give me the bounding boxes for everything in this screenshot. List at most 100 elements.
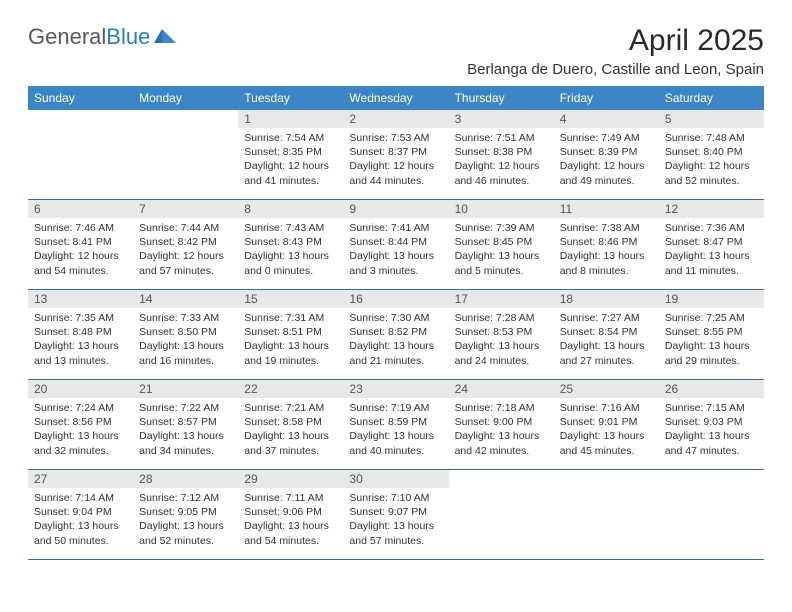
day-number: 1 [238,110,343,128]
day-detail-line: Daylight: 12 hours [34,249,127,263]
day-content-row: Sunrise: 7:46 AMSunset: 8:41 PMDaylight:… [28,218,764,290]
day-detail-line: and 42 minutes. [455,444,548,458]
day-detail-line: Sunset: 8:50 PM [139,325,232,339]
day-number: 13 [28,290,133,309]
day-detail-line: Sunrise: 7:15 AM [665,401,758,415]
day-detail-line: Daylight: 13 hours [665,339,758,353]
day-detail-line: Sunrise: 7:53 AM [349,131,442,145]
logo: GeneralBlue [28,24,180,50]
day-detail-line: and 47 minutes. [665,444,758,458]
day-detail-line: and 13 minutes. [34,354,127,368]
day-number [133,110,238,128]
day-detail-line: Daylight: 13 hours [560,429,653,443]
day-number: 28 [133,470,238,489]
day-detail-line: Sunrise: 7:19 AM [349,401,442,415]
day-detail-line: and 0 minutes. [244,264,337,278]
day-detail-line: and 27 minutes. [560,354,653,368]
day-cell: Sunrise: 7:10 AMSunset: 9:07 PMDaylight:… [343,488,448,560]
day-detail-line: Sunrise: 7:44 AM [139,221,232,235]
day-detail-line: Sunrise: 7:24 AM [34,401,127,415]
day-detail-line: Sunrise: 7:38 AM [560,221,653,235]
day-detail-line: Sunset: 8:40 PM [665,145,758,159]
day-detail-line: Daylight: 13 hours [349,339,442,353]
day-detail-line: Sunrise: 7:43 AM [244,221,337,235]
day-detail-line: Daylight: 12 hours [244,159,337,173]
weekday-header: Saturday [659,86,764,110]
day-number [659,470,764,489]
day-detail-line: Daylight: 12 hours [560,159,653,173]
day-cell: Sunrise: 7:24 AMSunset: 8:56 PMDaylight:… [28,398,133,470]
day-detail-line: Sunrise: 7:46 AM [34,221,127,235]
day-detail-line: Sunset: 8:37 PM [349,145,442,159]
day-detail-line: Sunrise: 7:33 AM [139,311,232,325]
day-detail-line: Sunset: 9:00 PM [455,415,548,429]
day-number: 5 [659,110,764,128]
day-detail-line: Daylight: 13 hours [244,249,337,263]
day-detail-line: and 8 minutes. [560,264,653,278]
day-detail-line: Sunset: 8:45 PM [455,235,548,249]
day-detail-line: Daylight: 13 hours [349,429,442,443]
day-detail-line: Sunset: 8:55 PM [665,325,758,339]
logo-part2: Blue [106,24,150,49]
day-number-row: 6789101112 [28,200,764,219]
day-number: 26 [659,380,764,399]
day-cell: Sunrise: 7:31 AMSunset: 8:51 PMDaylight:… [238,308,343,380]
day-number-row: 27282930 [28,470,764,489]
day-detail-line: Daylight: 13 hours [139,429,232,443]
day-cell [133,128,238,200]
day-detail-line: and 29 minutes. [665,354,758,368]
day-detail-line: Sunrise: 7:39 AM [455,221,548,235]
day-detail-line: and 11 minutes. [665,264,758,278]
day-detail-line: Sunset: 8:46 PM [560,235,653,249]
day-detail-line: Daylight: 12 hours [139,249,232,263]
day-number: 18 [554,290,659,309]
day-number-row: 20212223242526 [28,380,764,399]
day-detail-line: and 32 minutes. [34,444,127,458]
day-number: 10 [449,200,554,219]
day-detail-line: Sunrise: 7:54 AM [244,131,337,145]
day-cell: Sunrise: 7:19 AMSunset: 8:59 PMDaylight:… [343,398,448,470]
day-detail-line: Daylight: 13 hours [139,519,232,533]
logo-part1: General [28,24,106,49]
day-number: 23 [343,380,448,399]
day-detail-line: and 46 minutes. [455,174,548,188]
day-number: 12 [659,200,764,219]
title-block: April 2025 Berlanga de Duero, Castille a… [467,24,764,78]
logo-mark-icon [154,25,180,48]
day-number [28,110,133,128]
day-cell: Sunrise: 7:16 AMSunset: 9:01 PMDaylight:… [554,398,659,470]
day-detail-line: Sunrise: 7:18 AM [455,401,548,415]
day-detail-line: Sunrise: 7:30 AM [349,311,442,325]
day-detail-line: Sunrise: 7:35 AM [34,311,127,325]
day-detail-line: and 44 minutes. [349,174,442,188]
day-detail-line: and 24 minutes. [455,354,548,368]
day-detail-line: and 19 minutes. [244,354,337,368]
day-number-row: 13141516171819 [28,290,764,309]
day-cell [28,128,133,200]
day-number: 30 [343,470,448,489]
day-cell: Sunrise: 7:33 AMSunset: 8:50 PMDaylight:… [133,308,238,380]
day-number: 2 [343,110,448,128]
day-detail-line: Daylight: 13 hours [139,339,232,353]
day-number: 16 [343,290,448,309]
day-detail-line: Sunset: 8:48 PM [34,325,127,339]
day-detail-line: Sunrise: 7:11 AM [244,491,337,505]
day-detail-line: Sunset: 9:05 PM [139,505,232,519]
day-detail-line: and 54 minutes. [34,264,127,278]
day-cell: Sunrise: 7:14 AMSunset: 9:04 PMDaylight:… [28,488,133,560]
day-content-row: Sunrise: 7:35 AMSunset: 8:48 PM Daylight:… [28,308,764,380]
weekday-header: Thursday [449,86,554,110]
location-subtitle: Berlanga de Duero, Castille and Leon, Sp… [467,61,764,78]
day-cell: Sunrise: 7:53 AMSunset: 8:37 PMDaylight:… [343,128,448,200]
day-detail-line: Daylight: 13 hours [560,249,653,263]
day-cell: Sunrise: 7:46 AMSunset: 8:41 PMDaylight:… [28,218,133,290]
day-number [449,470,554,489]
day-detail-line: Sunrise: 7:10 AM [349,491,442,505]
day-detail-line: Sunrise: 7:22 AM [139,401,232,415]
day-cell: Sunrise: 7:30 AMSunset: 8:52 PMDaylight:… [343,308,448,380]
day-detail-line: Sunset: 8:35 PM [244,145,337,159]
day-number: 9 [343,200,448,219]
day-cell: Sunrise: 7:54 AMSunset: 8:35 PMDaylight:… [238,128,343,200]
day-detail-line: Daylight: 13 hours [244,429,337,443]
day-number: 4 [554,110,659,128]
